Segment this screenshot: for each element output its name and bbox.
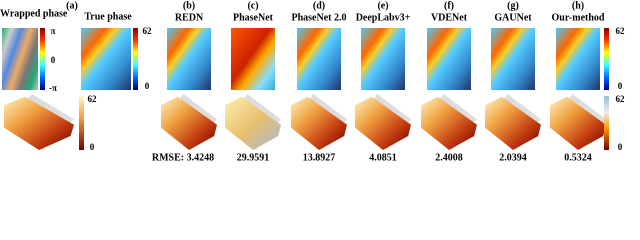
true-image bbox=[81, 28, 131, 90]
colorbar bbox=[40, 28, 45, 90]
method-name: PhaseNet bbox=[233, 12, 274, 23]
rmse-label: 2.4008 bbox=[435, 152, 463, 163]
colorbar-tick: 62 bbox=[616, 94, 626, 104]
rmse-label: 29.9591 bbox=[237, 152, 270, 163]
surface bbox=[355, 96, 411, 150]
colorbar bbox=[604, 28, 609, 90]
rmse-label: 13.8927 bbox=[303, 152, 336, 163]
panel-label: True phase bbox=[84, 11, 132, 22]
surface bbox=[291, 96, 347, 150]
panel-letter: (c) bbox=[247, 0, 258, 11]
colorbar-tick: -π bbox=[49, 83, 57, 93]
surface bbox=[161, 96, 217, 150]
result-image bbox=[556, 28, 600, 90]
rmse-label: 4.0851 bbox=[369, 152, 397, 163]
panel-letter: (d) bbox=[313, 0, 325, 11]
colorbar-tick: 0 bbox=[90, 142, 95, 152]
panel-letter: (f) bbox=[444, 0, 454, 11]
surface bbox=[485, 96, 541, 150]
panel-letter: (b) bbox=[183, 0, 195, 11]
result-image bbox=[231, 28, 275, 90]
panel-letter: (h) bbox=[572, 0, 584, 11]
surface bbox=[4, 96, 74, 150]
result-image bbox=[491, 28, 535, 90]
colorbar-tick: 0 bbox=[145, 81, 150, 91]
colorbar-tick: 0 bbox=[51, 55, 56, 65]
colorbar bbox=[133, 28, 138, 90]
result-image bbox=[427, 28, 471, 90]
surface bbox=[421, 96, 477, 150]
method-name: REDN bbox=[175, 12, 204, 23]
colorbar bbox=[604, 96, 609, 150]
panel-label: Wrapped phase bbox=[0, 8, 68, 19]
method-name: VDENet bbox=[431, 12, 468, 23]
surface bbox=[225, 96, 281, 150]
colorbar-tick: 0 bbox=[618, 81, 623, 91]
colorbar-tick: 0 bbox=[618, 142, 623, 152]
method-name: DeepLabv3+ bbox=[356, 12, 411, 23]
result-image bbox=[167, 28, 211, 90]
colorbar bbox=[79, 96, 84, 150]
rmse-label: RMSE: 3.4248 bbox=[152, 152, 214, 163]
rmse-label: 0.5324 bbox=[564, 152, 592, 163]
method-name: Our-method bbox=[552, 12, 605, 23]
result-image bbox=[361, 28, 405, 90]
colorbar-tick: 62 bbox=[616, 26, 626, 36]
panel-letter: (e) bbox=[377, 0, 388, 11]
surface bbox=[550, 96, 606, 150]
result-image bbox=[297, 28, 341, 90]
colorbar-tick: 62 bbox=[88, 94, 98, 104]
colorbar-tick: π bbox=[51, 26, 56, 36]
colorbar-tick: 62 bbox=[143, 26, 153, 36]
wrapped-image bbox=[2, 28, 38, 90]
method-name: GAUNet bbox=[494, 12, 532, 23]
panel-letter: (a) bbox=[66, 0, 78, 11]
rmse-label: 2.0394 bbox=[499, 152, 527, 163]
panel-letter: (g) bbox=[507, 0, 519, 11]
method-name: PhaseNet 2.0 bbox=[292, 12, 347, 23]
